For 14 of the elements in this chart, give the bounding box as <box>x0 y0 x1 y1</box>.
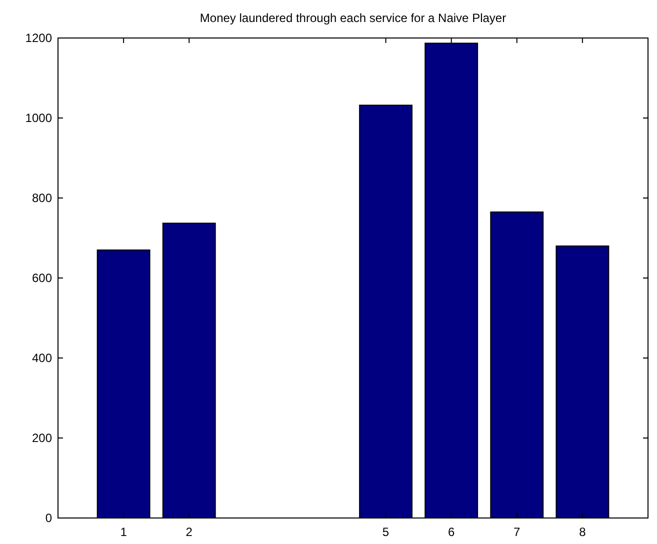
chart-title: Money laundered through each service for a Naive Player <box>200 11 506 25</box>
y-tick-label: 0 <box>45 511 52 526</box>
y-tick-label: 1200 <box>25 31 52 46</box>
y-tick-label: 800 <box>32 191 52 206</box>
x-tick-label: 6 <box>448 525 455 539</box>
y-tick-label: 400 <box>32 351 52 366</box>
x-tick-label: 8 <box>579 525 586 539</box>
y-tick-label: 600 <box>32 271 52 286</box>
x-tick-label: 5 <box>382 525 390 539</box>
y-tick-label: 200 <box>32 431 52 446</box>
x-tick-label: 7 <box>514 525 521 539</box>
x-tick-label: 2 <box>186 525 193 539</box>
x-tick-label: 1 <box>120 525 128 539</box>
y-tick-label: 1000 <box>25 111 52 126</box>
